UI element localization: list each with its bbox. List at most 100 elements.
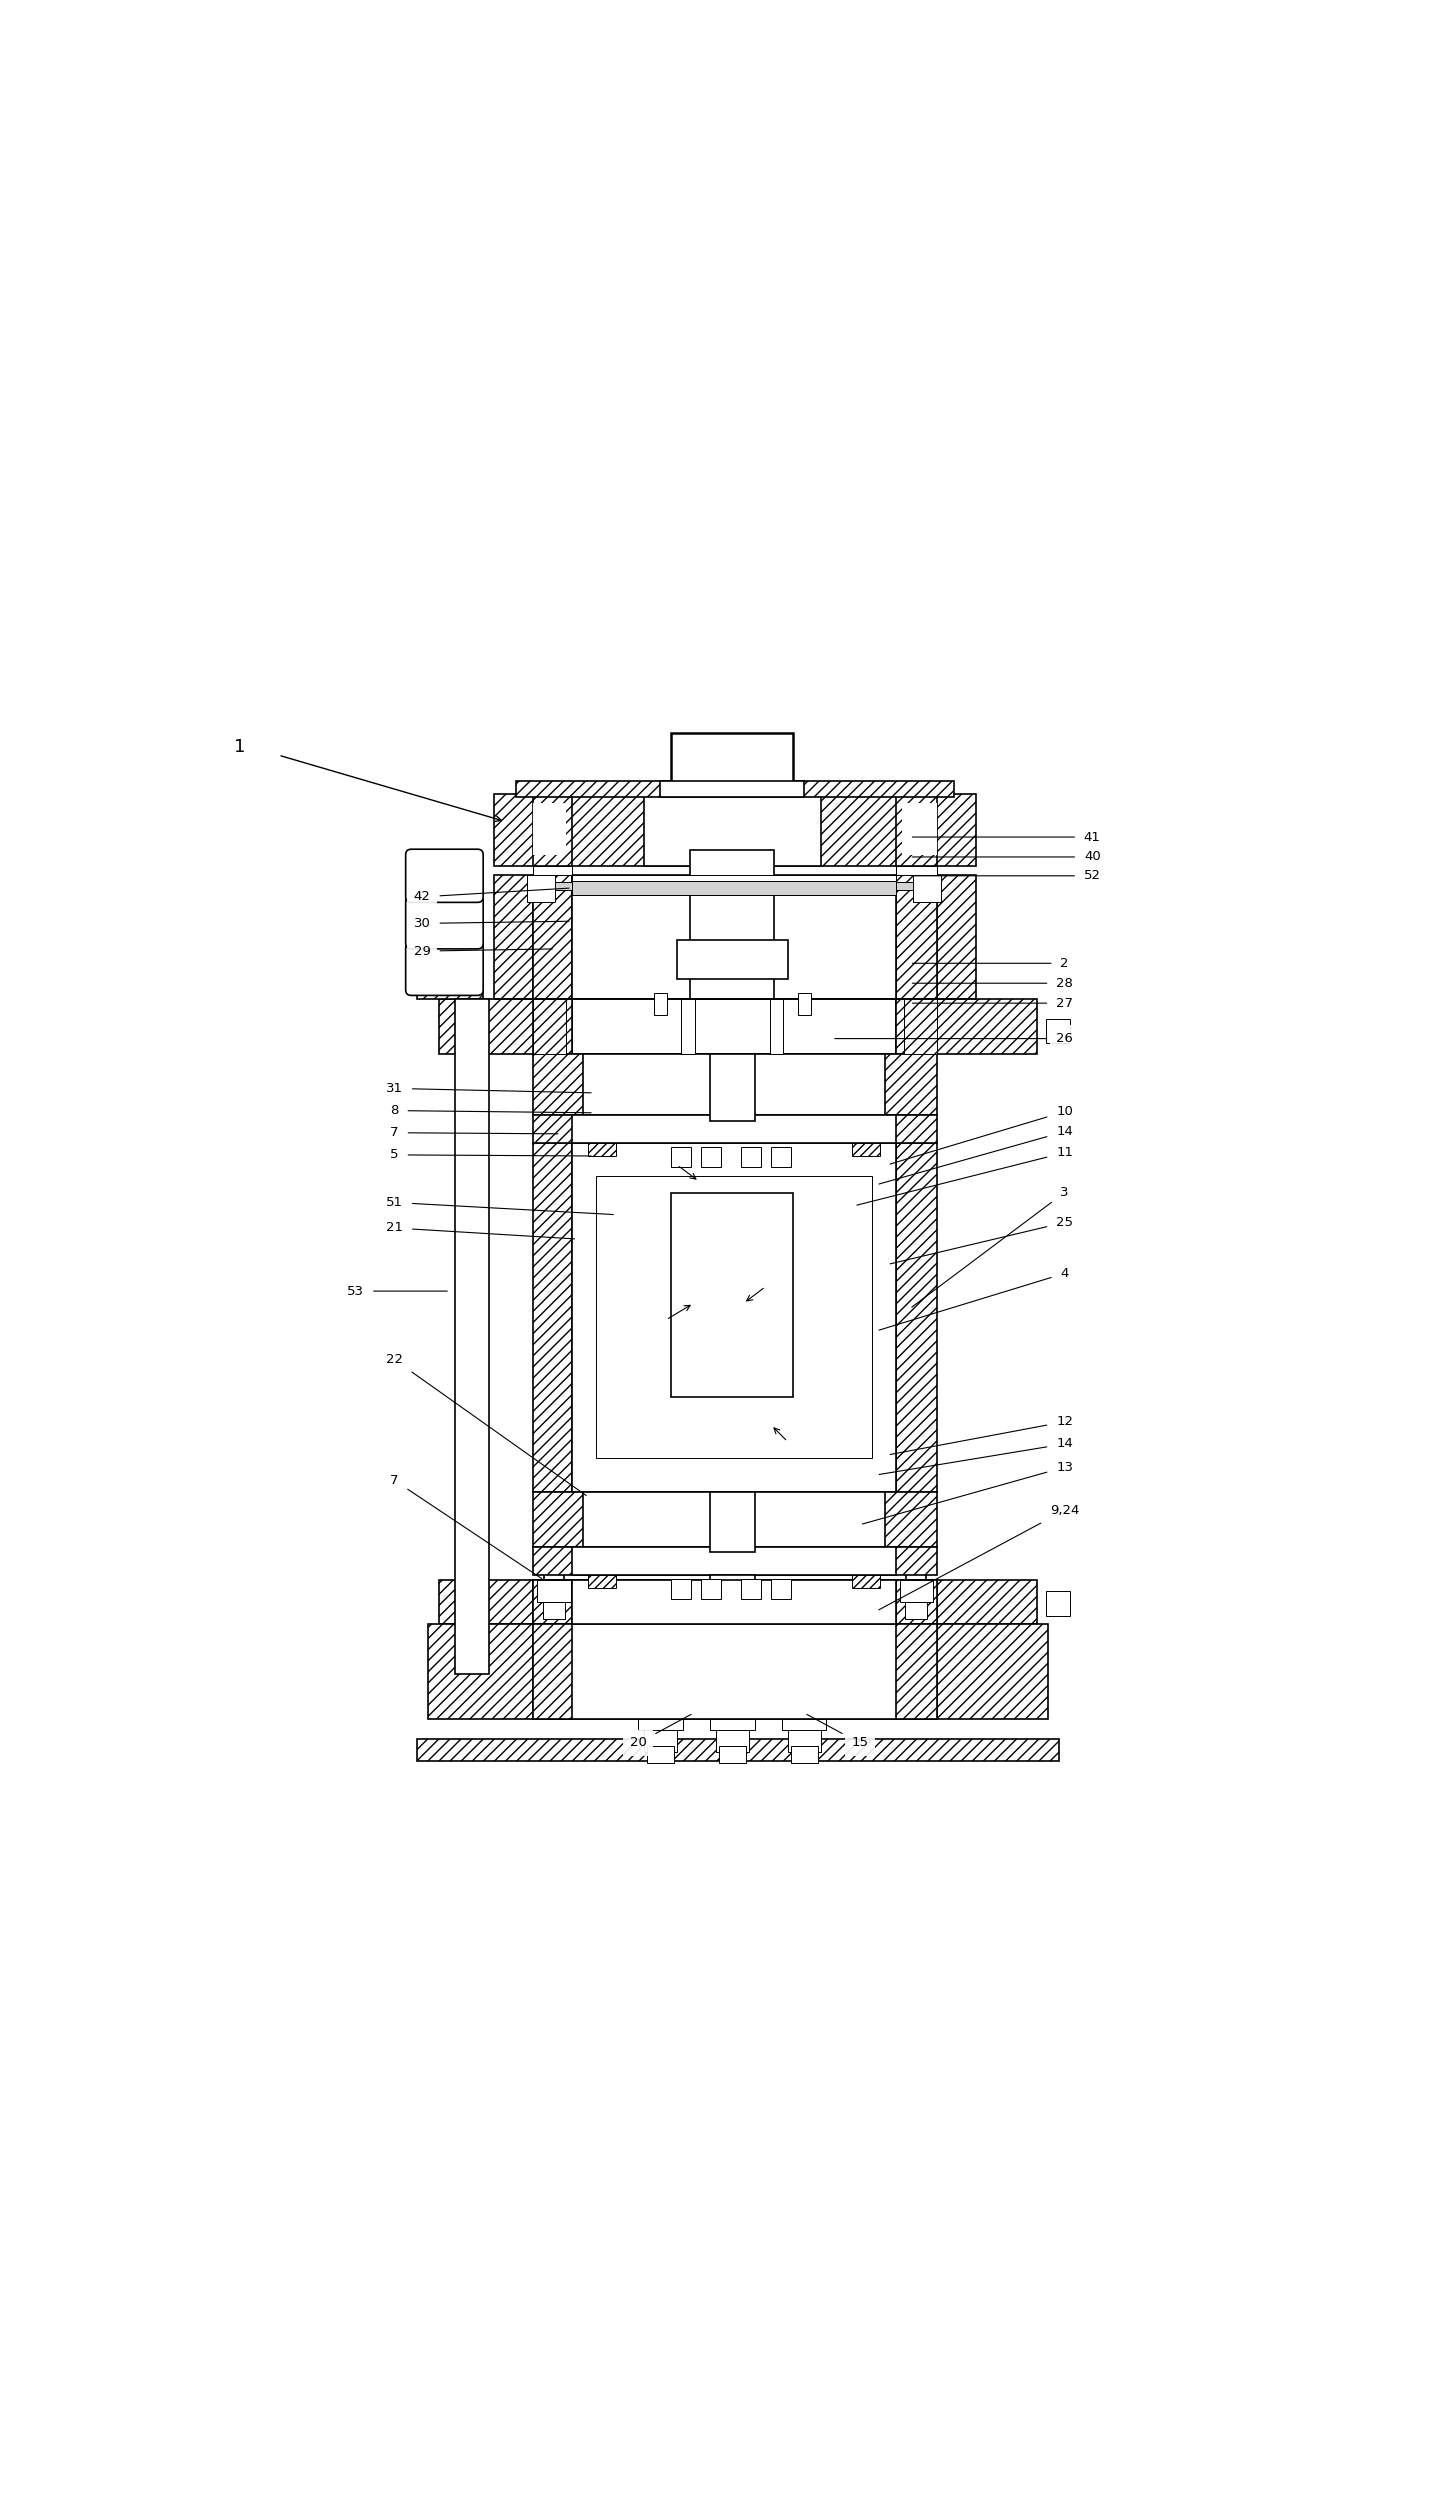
Text: 51: 51 [386,1197,613,1214]
Bar [702,1147,722,1167]
Bar [787,1718,820,1753]
Bar [677,939,787,979]
FancyBboxPatch shape [406,849,483,901]
Bar [527,874,554,901]
Text: 41: 41 [912,831,1100,844]
Text: 29: 29 [414,944,553,957]
Bar [770,999,783,1054]
Text: 31: 31 [386,1082,592,1094]
Bar [417,1738,1059,1760]
Bar [533,794,572,866]
Text: 4: 4 [879,1267,1069,1330]
Bar [572,874,896,999]
Bar [896,794,937,866]
Bar [533,874,572,999]
Bar [533,881,572,891]
Bar [896,881,937,891]
Bar [533,1625,937,1718]
Bar [937,874,976,999]
Bar [852,1575,880,1588]
Bar [589,1142,616,1157]
Bar [533,1547,937,1575]
Text: 12: 12 [890,1415,1073,1455]
Bar [494,794,976,866]
Bar [896,874,937,999]
Bar [537,1580,570,1603]
Text: 15: 15 [807,1715,869,1750]
Text: 1: 1 [234,739,246,756]
Text: 7: 7 [390,1475,542,1578]
Bar [583,1492,885,1547]
Bar [742,1580,762,1600]
Bar [572,999,896,1054]
Bar [682,999,694,1054]
Text: 21: 21 [386,1222,574,1239]
Text: 11: 11 [857,1147,1073,1204]
Bar [533,999,572,1054]
Bar [702,1580,722,1600]
Bar [533,1114,937,1142]
Bar [896,866,937,874]
Bar [672,1147,692,1167]
Bar [710,1054,755,1122]
Bar [1046,1019,1070,1044]
Bar [516,781,955,796]
Text: 22: 22 [386,1352,586,1495]
Text: 42: 42 [414,889,569,904]
Bar [572,874,896,894]
Bar [647,1745,673,1763]
Bar [533,866,572,874]
Bar [533,1054,937,1114]
Bar [905,1603,927,1620]
Bar [533,1492,937,1547]
Text: 3: 3 [912,1187,1069,1307]
Bar [852,1142,880,1157]
Bar [533,1580,572,1625]
Text: 53: 53 [347,1285,447,1297]
Bar [439,999,1037,1054]
Text: 13: 13 [862,1460,1073,1525]
Bar [417,921,483,999]
Bar [572,881,896,894]
Bar [639,1718,683,1730]
Text: 52: 52 [912,869,1100,881]
Text: 2: 2 [912,957,1069,969]
Bar [896,1580,937,1625]
Bar [596,1177,872,1457]
Bar [710,1718,755,1730]
Text: 9,24: 9,24 [879,1505,1079,1610]
Bar [572,1580,896,1625]
Text: 14: 14 [879,1124,1073,1184]
Bar [797,994,812,1014]
Text: 40: 40 [912,851,1100,864]
Text: 10: 10 [890,1104,1073,1164]
Text: 20: 20 [630,1715,692,1750]
Bar [710,1492,755,1552]
Bar [719,1745,746,1763]
Bar [572,1114,896,1142]
Bar [494,874,533,999]
Bar [572,1547,896,1575]
Bar [533,1142,572,1492]
Bar [583,1054,885,1114]
Bar [672,1580,692,1600]
Bar [772,1147,792,1167]
Bar [533,1580,937,1625]
FancyBboxPatch shape [406,942,483,997]
Bar [439,1580,1037,1625]
Bar [643,794,820,866]
Bar [456,999,489,1675]
Text: 8: 8 [390,1104,592,1117]
Bar [896,1625,937,1718]
Text: 26: 26 [835,1032,1073,1044]
Bar [533,804,566,854]
Text: 27: 27 [912,997,1073,1009]
Bar [427,1625,1047,1718]
Bar [572,1142,896,1492]
Bar [1046,1590,1070,1615]
Bar [772,1580,792,1600]
Text: 28: 28 [912,977,1073,989]
Bar [900,1580,933,1603]
Bar [710,1575,755,1603]
Bar [896,999,937,1054]
